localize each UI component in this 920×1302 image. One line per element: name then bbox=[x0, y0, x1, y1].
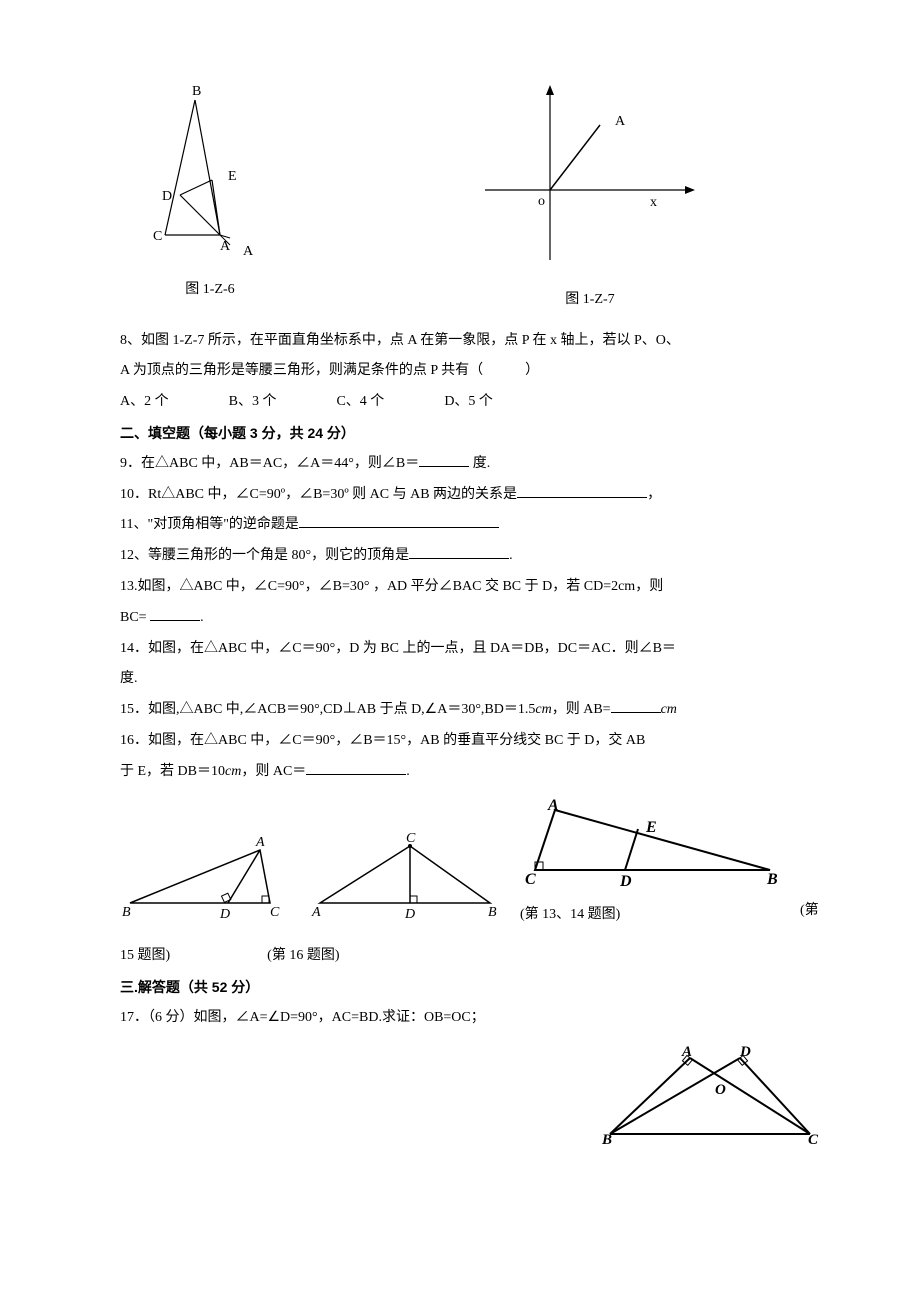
q16-c: ，则 AC＝ bbox=[241, 764, 306, 779]
q10-a: 10．Rt△ABC 中，∠C=90º，∠B=30º 则 AC 与 AB 两边的关… bbox=[120, 487, 517, 502]
section2-header: 二、填空题（每小题 3 分，共 24 分） bbox=[120, 418, 820, 449]
fig15-A: A bbox=[255, 835, 265, 850]
figure-row-top: B D C A A E 图 1-Z-6 A o x 图 1-Z-7 bbox=[120, 80, 820, 316]
q13-line2: BC= . bbox=[120, 603, 820, 634]
q16-d: . bbox=[406, 764, 410, 779]
fig16-caption: (第 16 题图) bbox=[267, 948, 339, 963]
q17-O: O bbox=[715, 1082, 726, 1098]
q11-a: 11、"对顶角相等"的逆命题是 bbox=[120, 517, 299, 532]
section3-header: 三.解答题（共 52 分） bbox=[120, 972, 820, 1003]
q16-cm: cm bbox=[225, 764, 241, 779]
fig16-B: B bbox=[488, 905, 497, 918]
q9-b: 度. bbox=[469, 456, 490, 471]
fig16-svg: C A D B bbox=[310, 828, 500, 918]
fig1314-D: D bbox=[619, 873, 632, 888]
q12-b: . bbox=[509, 548, 513, 563]
fig-13-14: A C D E B (第 13、14 题图) bbox=[520, 798, 780, 932]
label-A: A bbox=[615, 114, 626, 129]
q12-blank bbox=[409, 544, 509, 559]
q8-optA: A、2 个 bbox=[120, 387, 169, 418]
q9-blank bbox=[419, 451, 469, 466]
fig-15: A B D C bbox=[120, 828, 290, 931]
fig1314-E: E bbox=[645, 819, 657, 836]
q8-options: A、2 个 B、3 个 C、4 个 D、5 个 bbox=[120, 387, 820, 418]
q17-svg: A D O B C bbox=[600, 1044, 820, 1144]
q13-blank bbox=[150, 605, 200, 620]
q16-b: 于 E，若 DB＝10 bbox=[120, 764, 225, 779]
fig1314-caption: (第 13、14 题图) bbox=[520, 900, 780, 931]
label-E: E bbox=[228, 169, 237, 184]
fig16-C: C bbox=[406, 831, 416, 846]
fig15-caption: 15 题图) bbox=[120, 948, 170, 963]
q11-blank bbox=[299, 513, 499, 528]
q15: 15．如图,△ABC 中,∠ACB＝90°,CD⊥AB 于点 D,∠A＝30°,… bbox=[120, 695, 820, 726]
coordinate-axes-svg: A o x bbox=[480, 80, 700, 270]
triangle-figures-row: A B D C C A D B A C D E B (第 13、14 题图) bbox=[120, 798, 820, 932]
q12: 12、等腰三角形的一个角是 80°，则它的顶角是. bbox=[120, 541, 820, 572]
fig16-D: D bbox=[404, 907, 415, 918]
q13-b: BC= bbox=[120, 610, 150, 625]
figure-1-z-6: B D C A A E 图 1-Z-6 bbox=[120, 80, 300, 316]
q10: 10．Rt△ABC 中，∠C=90º，∠B=30º 则 AC 与 AB 两边的关… bbox=[120, 480, 820, 511]
q12-a: 12、等腰三角形的一个角是 80°，则它的顶角是 bbox=[120, 548, 409, 563]
q8-optC: C、4 个 bbox=[336, 387, 384, 418]
triangle-bcd-ae-svg: B D C A A E bbox=[120, 80, 300, 260]
label-x: x bbox=[650, 195, 657, 210]
q15-a: 15．如图,△ABC 中,∠ACB＝90°,CD⊥AB 于点 D,∠A＝30°,… bbox=[120, 702, 535, 717]
q15-blank bbox=[611, 698, 661, 713]
label-C: C bbox=[153, 229, 162, 244]
q17-B: B bbox=[601, 1132, 612, 1144]
fig15-B: B bbox=[122, 905, 131, 918]
left-paren: (第 bbox=[800, 896, 819, 931]
fig1-caption: 图 1-Z-6 bbox=[120, 275, 300, 306]
fig1314-svg: A C D E B bbox=[520, 798, 780, 888]
fig1314-B: B bbox=[766, 871, 778, 888]
q16-line1: 16．如图，在△ABC 中，∠C＝90°，∠B＝15°，AB 的垂直平分线交 B… bbox=[120, 726, 820, 757]
q10-b: ， bbox=[647, 487, 661, 502]
q17-C: C bbox=[808, 1132, 819, 1144]
q17-D: D bbox=[739, 1044, 751, 1060]
q15-b: ，则 AB= bbox=[552, 702, 611, 717]
q16-line2: 于 E，若 DB＝10cm，则 AC＝. bbox=[120, 757, 820, 788]
label-D: D bbox=[162, 189, 172, 204]
figure-1-z-7: A o x 图 1-Z-7 bbox=[480, 80, 700, 316]
q15-cm2: cm bbox=[661, 702, 677, 717]
label-A-arrow: A bbox=[220, 239, 231, 254]
q11: 11、"对顶角相等"的逆命题是 bbox=[120, 510, 820, 541]
q13-c: . bbox=[200, 610, 204, 625]
label-A-right: A bbox=[243, 244, 254, 259]
fig15-svg: A B D C bbox=[120, 828, 290, 918]
label-B: B bbox=[192, 84, 201, 99]
q14-line1: 14．如图，在△ABC 中，∠C＝90°，D 为 BC 上的一点，且 DA＝DB… bbox=[120, 634, 820, 665]
q9-a: 9．在△ABC 中，AB＝AC，∠A＝44°，则∠B＝ bbox=[120, 456, 419, 471]
fig1314-A: A bbox=[547, 798, 559, 814]
q8-optD: D、5 个 bbox=[444, 387, 493, 418]
fig2-caption: 图 1-Z-7 bbox=[480, 285, 700, 316]
q15-cm1: cm bbox=[535, 702, 551, 717]
q8-line1: 8、如图 1-Z-7 所示，在平面直角坐标系中，点 A 在第一象限，点 P 在 … bbox=[120, 326, 820, 357]
fig16-A: A bbox=[311, 905, 321, 918]
fig-captions-line2: 15 题图) (第 16 题图) bbox=[120, 941, 820, 972]
fig15-D: D bbox=[219, 907, 230, 918]
q10-blank bbox=[517, 482, 647, 497]
q8-optB: B、3 个 bbox=[229, 387, 277, 418]
q13-line1: 13.如图，△ABC 中，∠C=90°，∠B=30° ，AD 平分∠BAC 交 … bbox=[120, 572, 820, 603]
fig15-C: C bbox=[270, 905, 280, 918]
q14-a: 14．如图，在△ABC 中，∠C＝90°，D 为 BC 上的一点，且 DA＝DB… bbox=[120, 641, 676, 656]
q8-line2: A 为顶点的三角形是等腰三角形，则满足条件的点 P 共有（ ） bbox=[120, 356, 820, 387]
q17: 17．（6 分）如图，∠A=∠D=90°，AC=BD.求证：OB=OC； bbox=[120, 1003, 820, 1034]
fig1314-C: C bbox=[525, 871, 536, 888]
q16-blank bbox=[306, 759, 406, 774]
label-o: o bbox=[538, 194, 545, 209]
q14-line2: 度. bbox=[120, 664, 820, 695]
q17-A: A bbox=[681, 1044, 692, 1060]
q17-figure: A D O B C bbox=[600, 1044, 820, 1157]
q9: 9．在△ABC 中，AB＝AC，∠A＝44°，则∠B＝ 度. bbox=[120, 449, 820, 480]
fig-16: C A D B bbox=[310, 828, 500, 931]
